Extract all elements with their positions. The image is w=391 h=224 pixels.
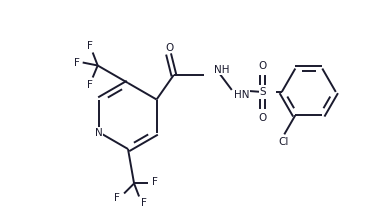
Text: NH: NH xyxy=(214,65,229,75)
Text: F: F xyxy=(141,198,147,209)
Text: F: F xyxy=(87,80,93,90)
Text: F: F xyxy=(87,41,93,50)
Text: N: N xyxy=(95,127,102,138)
Text: HN: HN xyxy=(234,90,249,100)
Text: O: O xyxy=(166,43,174,53)
Text: F: F xyxy=(74,58,80,67)
Text: O: O xyxy=(259,113,267,123)
Text: F: F xyxy=(114,194,120,203)
Text: F: F xyxy=(152,177,158,187)
Text: Cl: Cl xyxy=(278,137,289,147)
Text: O: O xyxy=(259,61,267,71)
Text: S: S xyxy=(260,87,266,97)
